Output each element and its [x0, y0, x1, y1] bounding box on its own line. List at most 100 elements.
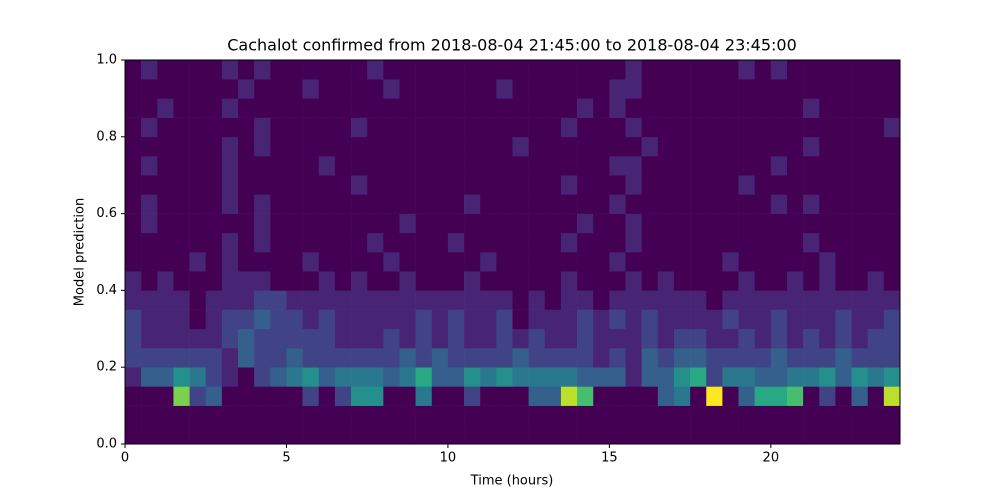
heatmap-cell — [415, 271, 433, 291]
heatmap-cell — [383, 252, 400, 272]
heatmap-cell — [754, 309, 772, 330]
heatmap-cell — [560, 194, 578, 214]
heatmap-cell — [690, 232, 707, 253]
heatmap-cell — [867, 98, 885, 118]
heatmap-cell — [125, 309, 142, 330]
heatmap-cell — [786, 79, 804, 99]
heatmap-cell — [641, 328, 659, 349]
heatmap-cell — [157, 328, 174, 349]
heatmap-cell — [383, 117, 400, 138]
heatmap-cell — [205, 232, 223, 253]
heatmap-cell — [318, 386, 336, 406]
heatmap-cell — [706, 405, 723, 426]
heatmap-cell — [480, 136, 497, 157]
heatmap-cell — [673, 328, 691, 349]
heatmap-cell — [125, 386, 142, 406]
heatmap-cell — [254, 405, 271, 426]
heatmap-cell — [577, 424, 594, 445]
heatmap-cell — [334, 213, 352, 234]
heatmap-cell — [286, 367, 303, 387]
heatmap-cell — [367, 60, 384, 80]
x-tick-label: 0 — [121, 451, 129, 466]
heatmap-cell — [431, 328, 449, 349]
heatmap-cell — [318, 194, 336, 214]
heatmap-cell — [447, 98, 465, 118]
heatmap-cell — [512, 328, 529, 349]
chart-title: Cachalot confirmed from 2018-08-04 21:45… — [227, 36, 797, 55]
heatmap-cell — [641, 117, 659, 138]
heatmap-cell — [254, 136, 271, 157]
heatmap-cell — [205, 194, 223, 214]
heatmap-cell — [625, 290, 642, 310]
heatmap-cell — [367, 98, 384, 118]
heatmap-cell — [560, 156, 578, 176]
heatmap-cell — [690, 213, 707, 234]
heatmap-cell — [770, 271, 788, 291]
heatmap-cell — [334, 271, 352, 291]
heatmap-cell — [383, 424, 400, 445]
heatmap-cell — [786, 175, 804, 195]
heatmap-cell — [867, 309, 885, 330]
heatmap-cell — [657, 328, 675, 349]
heatmap-cell — [125, 98, 142, 118]
heatmap-cell — [141, 348, 158, 368]
heatmap-cell — [447, 213, 465, 234]
heatmap-cell — [415, 79, 433, 99]
heatmap-cell — [528, 60, 546, 80]
heatmap-cell — [560, 60, 578, 80]
heatmap-cell — [803, 386, 820, 406]
heatmap-cell — [254, 252, 271, 272]
heatmap-cell — [835, 117, 852, 138]
heatmap-cell — [883, 271, 901, 291]
heatmap-cell — [125, 232, 142, 253]
heatmap-cell — [722, 290, 739, 310]
heatmap-cell — [383, 213, 400, 234]
heatmap-cell — [835, 290, 852, 310]
heatmap-cell — [238, 271, 255, 291]
heatmap-cell — [835, 252, 852, 272]
heatmap-cell — [302, 271, 320, 291]
heatmap-cell — [883, 175, 901, 195]
heatmap-cell — [496, 156, 513, 176]
heatmap-cell — [867, 213, 885, 234]
heatmap-cell — [415, 194, 433, 214]
heatmap-cell — [205, 136, 223, 157]
heatmap-cell — [512, 424, 529, 445]
heatmap-cell — [512, 98, 529, 118]
heatmap-cell — [238, 117, 255, 138]
heatmap-cell — [221, 156, 239, 176]
heatmap-cell — [415, 232, 433, 253]
heatmap-cell — [480, 98, 497, 118]
heatmap-cell — [351, 156, 368, 176]
heatmap-cell — [383, 98, 400, 118]
heatmap-cell — [431, 117, 449, 138]
heatmap-cell — [157, 290, 174, 310]
heatmap-cell — [496, 194, 513, 214]
heatmap-cell — [722, 309, 739, 330]
heatmap-cell — [221, 328, 239, 349]
heatmap-cell — [883, 213, 901, 234]
heatmap-cell — [770, 60, 788, 80]
heatmap-cell — [851, 194, 869, 214]
heatmap-cell — [189, 194, 207, 214]
heatmap-cell — [383, 328, 400, 349]
heatmap-cell — [189, 60, 207, 80]
heatmap-cell — [657, 79, 675, 99]
heatmap-cell — [334, 194, 352, 214]
heatmap-cell — [141, 213, 158, 234]
heatmap-cell — [851, 175, 869, 195]
heatmap-cell — [367, 348, 384, 368]
heatmap-cell — [496, 252, 513, 272]
heatmap-cell — [415, 252, 433, 272]
heatmap-cell — [754, 386, 772, 406]
heatmap-cell — [786, 290, 804, 310]
heatmap-cell — [189, 232, 207, 253]
heatmap-cell — [512, 405, 529, 426]
heatmap-cell — [738, 60, 755, 80]
heatmap-cell — [125, 175, 142, 195]
heatmap-cell — [673, 367, 691, 387]
heatmap-cell — [657, 175, 675, 195]
heatmap-cell — [270, 232, 287, 253]
y-tick-label: 0.8 — [96, 129, 117, 144]
heatmap-cell — [625, 405, 642, 426]
